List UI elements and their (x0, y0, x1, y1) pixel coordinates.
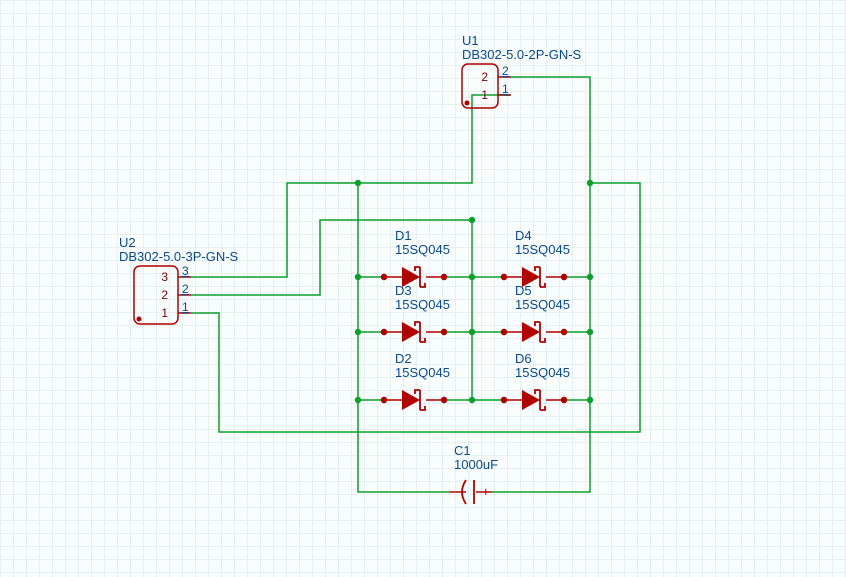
u2-ref-text: U2 (119, 235, 136, 250)
d4-ref: D4 (515, 228, 532, 243)
u1-part-text: DB302-5.0-2P-GN-S (462, 47, 581, 62)
d1-label: D1 15SQ045 (395, 229, 450, 258)
svg-text:2: 2 (182, 282, 189, 296)
d3-part: 15SQ045 (395, 297, 450, 312)
d5-part: 15SQ045 (515, 297, 570, 312)
d1-ref: D1 (395, 228, 412, 243)
d3-label: D3 15SQ045 (395, 284, 450, 313)
svg-text:1: 1 (161, 306, 168, 320)
u1-ref: U1 DB302-5.0-2P-GN-S (462, 34, 581, 63)
u2-part-text: DB302-5.0-3P-GN-S (119, 249, 238, 264)
d4-part: 15SQ045 (515, 242, 570, 257)
d1-part: 15SQ045 (395, 242, 450, 257)
d4-label: D4 15SQ045 (515, 229, 570, 258)
d2-ref: D2 (395, 351, 412, 366)
d3-ref: D3 (395, 283, 412, 298)
d6-label: D6 15SQ045 (515, 352, 570, 381)
svg-text:+: + (482, 484, 490, 499)
d5-ref: D5 (515, 283, 532, 298)
svg-text:2: 2 (502, 64, 509, 78)
d6-part: 15SQ045 (515, 365, 570, 380)
c1-ref: C1 (454, 443, 471, 458)
svg-text:1: 1 (481, 88, 488, 102)
svg-text:1: 1 (182, 300, 189, 314)
d2-label: D2 15SQ045 (395, 352, 450, 381)
d6-ref: D6 (515, 351, 532, 366)
d5-label: D5 15SQ045 (515, 284, 570, 313)
c1-part: 1000uF (454, 457, 498, 472)
d2-part: 15SQ045 (395, 365, 450, 380)
svg-text:2: 2 (481, 70, 488, 84)
svg-text:2: 2 (161, 288, 168, 302)
svg-text:3: 3 (161, 270, 168, 284)
c1-label: C1 1000uF (454, 444, 498, 473)
schematic-canvas: 2211332211+ U1 DB302-5.0-2P-GN-S U2 DB30… (0, 0, 846, 577)
u1-ref-text: U1 (462, 33, 479, 48)
svg-text:1: 1 (502, 82, 509, 96)
svg-text:3: 3 (182, 264, 189, 278)
u2-ref: U2 DB302-5.0-3P-GN-S (119, 236, 238, 265)
